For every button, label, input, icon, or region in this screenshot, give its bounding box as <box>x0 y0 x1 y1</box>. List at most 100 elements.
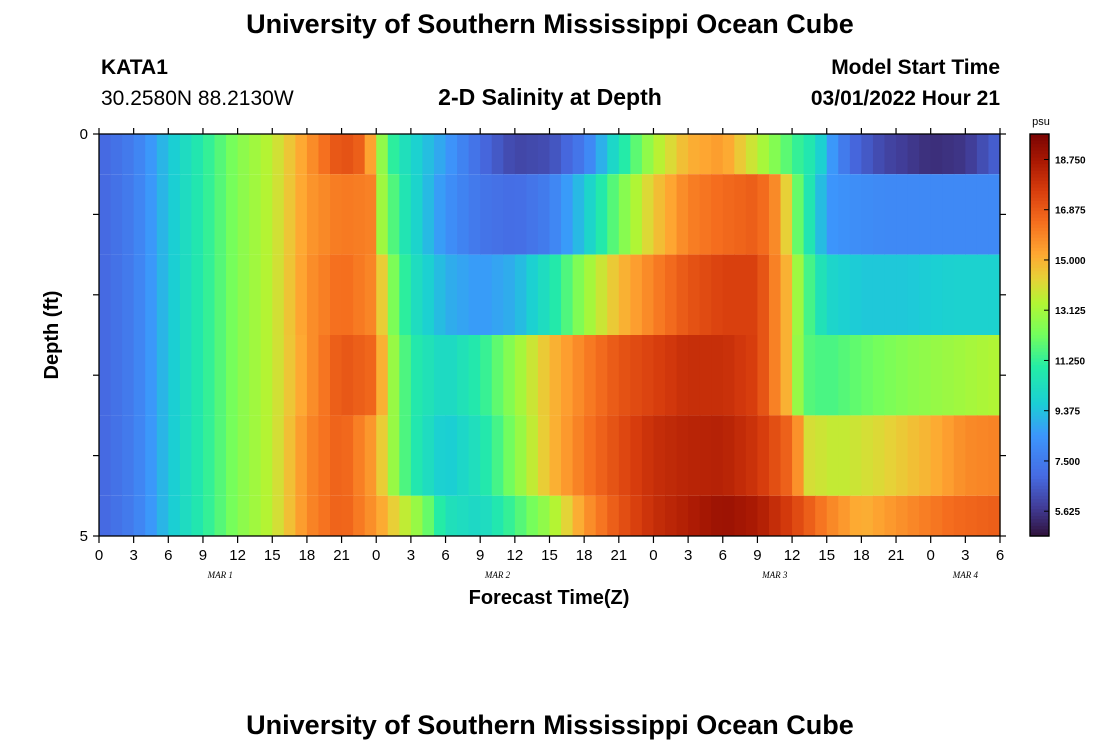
heatmap-cell <box>537 174 551 255</box>
heatmap-cell <box>260 495 273 536</box>
heatmap-cell <box>318 415 331 496</box>
colorbar-segment <box>1030 251 1049 256</box>
x-tick-label: 9 <box>476 547 484 564</box>
heatmap-cell <box>399 254 412 335</box>
heatmap-cell <box>815 335 828 416</box>
heatmap-cell <box>202 254 216 335</box>
colorbar-segment <box>1030 157 1049 162</box>
heatmap-cell <box>711 254 724 335</box>
heatmap-cell <box>942 335 955 416</box>
heatmap-cell <box>341 134 354 175</box>
y-tick-label: 5 <box>80 528 88 545</box>
heatmap-cell <box>711 495 724 536</box>
colorbar-segment <box>1030 381 1049 386</box>
heatmap-cell <box>387 134 400 175</box>
heatmap-cell <box>237 495 250 536</box>
colorbar-unit: psu <box>1032 116 1050 128</box>
heatmap-cell <box>641 174 655 255</box>
heatmap-cell <box>295 415 308 496</box>
heatmap-cell <box>757 495 770 536</box>
heatmap-cell <box>584 134 597 175</box>
heatmap-cell <box>387 495 400 536</box>
colorbar-segment <box>1030 371 1049 376</box>
colorbar-tick-label: 9.375 <box>1055 407 1080 418</box>
heatmap-cell <box>549 254 562 335</box>
heatmap-cell <box>514 335 527 416</box>
heatmap-cell <box>445 335 458 416</box>
heatmap-cell <box>249 254 262 335</box>
heatmap-cell <box>792 134 805 175</box>
heatmap-cell <box>410 134 424 175</box>
heatmap-cell <box>595 415 608 496</box>
heatmap-cell <box>965 134 978 175</box>
heatmap-cell <box>988 174 1001 255</box>
colorbar-segment <box>1030 221 1049 226</box>
heatmap-cell <box>468 415 481 496</box>
heatmap-cell <box>445 495 458 536</box>
heatmap-cell <box>226 335 239 416</box>
heatmap-cell <box>272 174 285 255</box>
heatmap-cell <box>711 335 724 416</box>
heatmap-cell <box>930 495 943 536</box>
heatmap-cell <box>792 495 805 536</box>
heatmap-cell <box>457 415 470 496</box>
colorbar-segment <box>1030 247 1049 252</box>
colorbar-segment <box>1030 482 1049 487</box>
heatmap-cell <box>491 174 504 255</box>
heatmap-cell <box>376 335 389 416</box>
heatmap-cell <box>306 335 320 416</box>
colorbar-segment <box>1030 355 1049 360</box>
heatmap-cell <box>722 254 735 335</box>
heatmap-cell <box>99 415 112 496</box>
colorbar-segment <box>1030 154 1049 159</box>
heatmap-cell <box>283 335 296 416</box>
colorbar-segment <box>1030 475 1049 480</box>
heatmap-cell <box>272 495 285 536</box>
heatmap-cell <box>330 134 343 175</box>
heatmap-cell <box>711 415 724 496</box>
heatmap-cell <box>780 415 793 496</box>
heatmap-cell <box>526 415 539 496</box>
heatmap-cell <box>953 495 966 536</box>
heatmap-cell <box>780 335 793 416</box>
colorbar-segment <box>1030 170 1049 175</box>
heatmap-cell <box>537 495 551 536</box>
heatmap-cell <box>826 415 839 496</box>
colorbar-segment <box>1030 137 1049 142</box>
heatmap-cell <box>168 415 181 496</box>
heatmap-cell <box>561 495 574 536</box>
heatmap-cell <box>988 254 1001 335</box>
heatmap-cell <box>838 134 851 175</box>
heatmap-cell <box>595 254 608 335</box>
heatmap-cell <box>353 174 366 255</box>
heatmap-cell <box>607 495 620 536</box>
colorbar-segment <box>1030 502 1049 507</box>
heatmap-cell <box>849 254 862 335</box>
day-label: MAR 1 <box>207 570 233 580</box>
heatmap-cell <box>468 335 481 416</box>
heatmap-cell <box>665 335 678 416</box>
colorbar-segment <box>1030 338 1049 343</box>
heatmap-cell <box>792 174 805 255</box>
heatmap-cell <box>306 134 320 175</box>
colorbar-segment <box>1030 462 1049 467</box>
heatmap-cell <box>191 254 204 335</box>
heatmap-cell <box>364 415 377 496</box>
heatmap-cell <box>191 415 204 496</box>
heatmap-cell <box>907 335 920 416</box>
heatmap-cell <box>237 335 250 416</box>
heatmap-cell <box>468 174 481 255</box>
heatmap-cell <box>826 254 839 335</box>
heatmap-cell <box>433 415 447 496</box>
colorbar-segment <box>1030 472 1049 477</box>
heatmap-cell <box>676 174 689 255</box>
colorbar-segment <box>1030 458 1049 463</box>
colorbar-segment <box>1030 227 1049 232</box>
heatmap-cell <box>214 174 227 255</box>
heatmap-cell <box>630 254 643 335</box>
heatmap-cell <box>745 415 759 496</box>
heatmap-cell <box>618 254 631 335</box>
colorbar-segment <box>1030 304 1049 309</box>
heatmap-cell <box>896 495 909 536</box>
colorbar-segment <box>1030 211 1049 215</box>
